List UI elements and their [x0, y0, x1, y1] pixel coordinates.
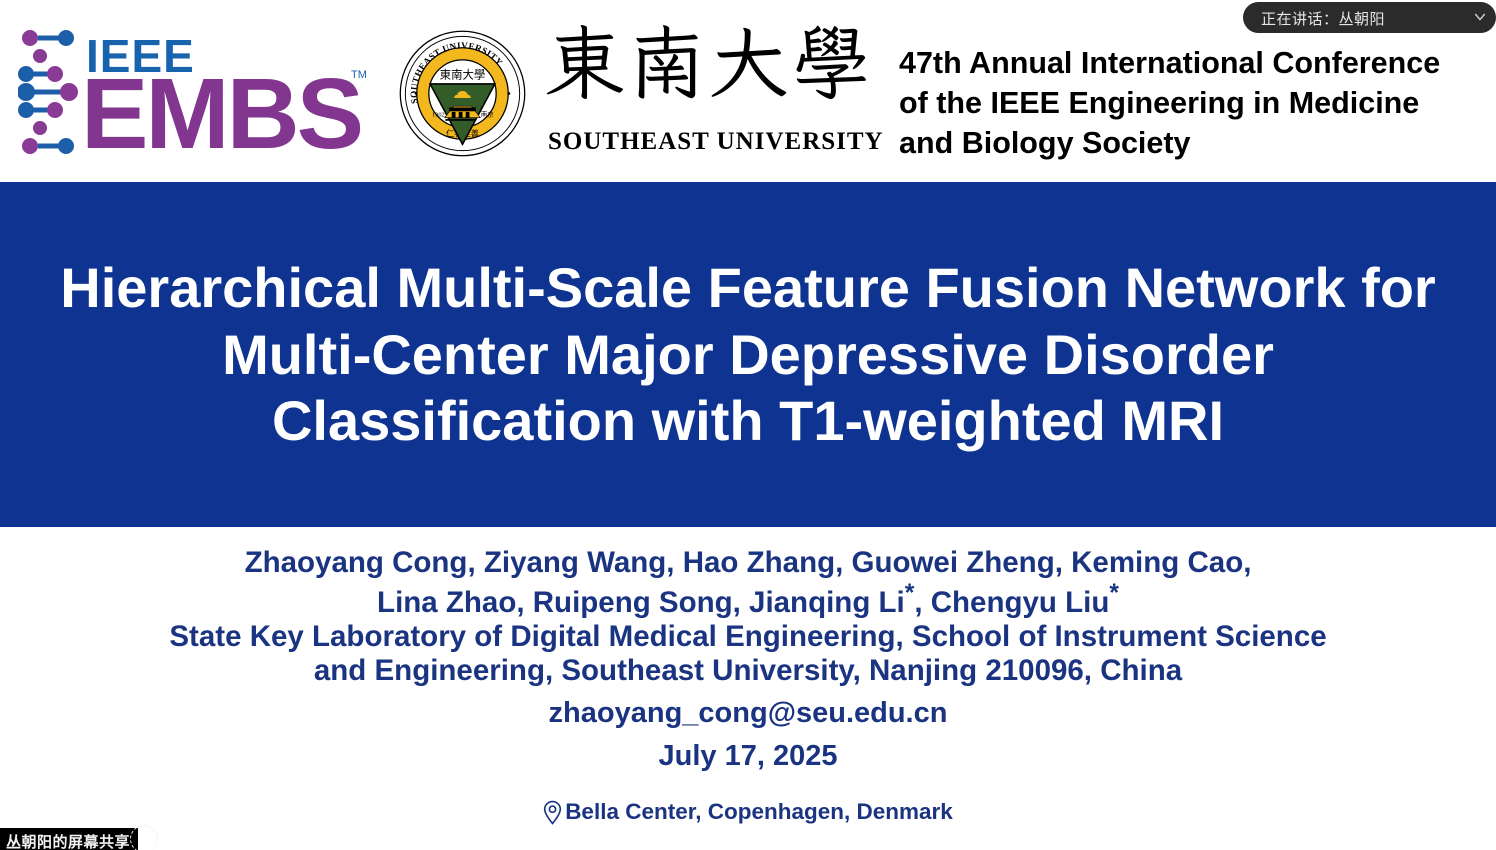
svg-text:EMBS: EMBS: [81, 58, 361, 156]
svg-text:東南大學: 東南大學: [440, 67, 486, 81]
svg-text:1902: 1902: [432, 111, 445, 118]
svg-text:TM: TM: [351, 69, 367, 81]
